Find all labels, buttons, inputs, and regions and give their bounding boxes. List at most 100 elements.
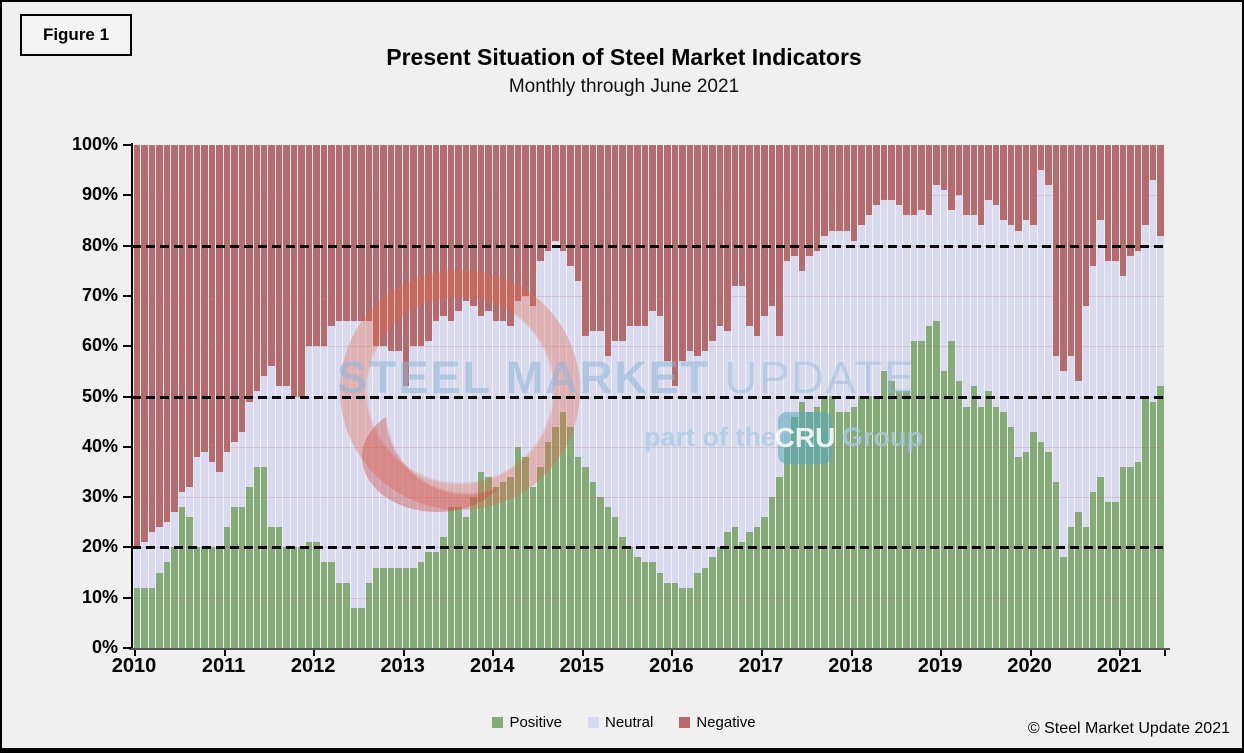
segment-negative	[1157, 145, 1164, 236]
segment-positive	[1112, 502, 1119, 648]
segment-negative	[238, 145, 246, 432]
bar-2013-07	[447, 145, 455, 648]
segment-positive	[275, 527, 283, 648]
segment-neutral	[163, 522, 171, 563]
segment-positive	[186, 517, 193, 648]
bar-2019-06	[977, 145, 985, 648]
segment-negative	[1104, 145, 1112, 261]
segment-negative	[522, 145, 529, 296]
x-year-label: 2010	[111, 655, 157, 677]
segment-neutral	[402, 386, 410, 568]
segment-neutral	[873, 205, 880, 397]
segment-positive	[208, 547, 216, 648]
bar-2017-03	[776, 145, 783, 648]
y-tick	[123, 496, 131, 499]
segment-positive	[679, 587, 686, 648]
segment-positive	[1045, 451, 1052, 648]
x-tick	[1029, 650, 1032, 656]
segment-positive	[597, 497, 604, 648]
bar-2010-06	[171, 145, 178, 648]
segment-positive	[619, 537, 626, 648]
segment-negative	[955, 145, 963, 196]
bar-2016-09	[731, 145, 738, 648]
y-tick	[123, 546, 131, 549]
segment-positive	[738, 542, 746, 648]
segment-positive	[522, 456, 529, 648]
segment-negative	[1060, 145, 1067, 372]
segment-positive	[589, 482, 597, 648]
segment-neutral	[455, 310, 462, 508]
y-tick	[123, 294, 131, 297]
segment-neutral	[567, 265, 574, 427]
bar-2018-02	[858, 145, 865, 648]
segment-neutral	[918, 210, 925, 342]
segment-positive	[1104, 502, 1112, 648]
segment-negative	[186, 145, 193, 488]
y-tick	[123, 647, 131, 649]
legend-label: Neutral	[604, 714, 654, 731]
x-axis-spine	[129, 648, 1170, 650]
segment-negative	[499, 145, 507, 322]
segment-positive	[918, 341, 925, 648]
segment-negative	[365, 145, 372, 322]
segment-negative	[260, 145, 268, 377]
segment-neutral	[156, 527, 163, 573]
x-year-label: 2016	[649, 655, 694, 677]
segment-positive	[492, 487, 499, 648]
segment-negative	[425, 145, 432, 342]
bar-2019-05	[970, 145, 977, 648]
segment-neutral	[1075, 381, 1082, 513]
segment-negative	[649, 145, 656, 311]
segment-negative	[888, 145, 895, 201]
bar-2012-05	[343, 145, 350, 648]
bar-2019-03	[955, 145, 963, 648]
x-year-label: 2013	[380, 655, 425, 677]
bar-2013-01	[402, 145, 410, 648]
y-tick-label: 100%	[71, 134, 118, 154]
segment-neutral	[589, 331, 597, 482]
segment-negative	[664, 145, 671, 362]
segment-negative	[283, 145, 290, 387]
bar-2019-07	[985, 145, 992, 648]
segment-positive	[694, 572, 701, 648]
segment-neutral	[709, 341, 716, 558]
x-year-label: 2020	[1007, 655, 1052, 677]
x-year-label: 2017	[738, 655, 784, 677]
gridline-40	[134, 446, 1164, 448]
segment-neutral	[507, 326, 514, 477]
segment-negative	[738, 145, 746, 286]
bar-2018-08	[903, 145, 910, 648]
bar-2020-03	[1045, 145, 1052, 648]
segment-positive	[223, 527, 231, 648]
bar-2012-11	[387, 145, 395, 648]
segment-negative	[873, 145, 880, 206]
segment-neutral	[977, 225, 985, 407]
segment-negative	[223, 145, 231, 452]
segment-negative	[387, 145, 395, 352]
segment-negative	[925, 145, 933, 216]
segment-positive	[709, 557, 716, 648]
segment-positive	[895, 391, 903, 648]
segment-neutral	[821, 235, 828, 397]
segment-neutral	[462, 300, 470, 518]
segment-neutral	[305, 346, 313, 543]
segment-neutral	[514, 300, 522, 447]
segment-positive	[1149, 401, 1157, 648]
segment-neutral	[671, 386, 679, 583]
bar-2021-05	[1149, 145, 1157, 648]
bar-2013-08	[455, 145, 462, 648]
segment-negative	[597, 145, 604, 332]
bar-2021-03	[1134, 145, 1142, 648]
segment-neutral	[791, 255, 798, 417]
segment-neutral	[970, 215, 977, 387]
legend: Positive Neutral Negative	[2, 714, 1242, 731]
bar-2011-10	[290, 145, 298, 648]
segment-neutral	[417, 346, 425, 563]
x-tick-end	[1164, 650, 1166, 656]
segment-neutral	[223, 451, 231, 528]
bar-2014-12	[574, 145, 582, 648]
segment-positive	[328, 562, 335, 648]
bar-2020-06	[1067, 145, 1075, 648]
y-tick-label: 50%	[81, 385, 118, 406]
segment-positive	[649, 562, 656, 648]
